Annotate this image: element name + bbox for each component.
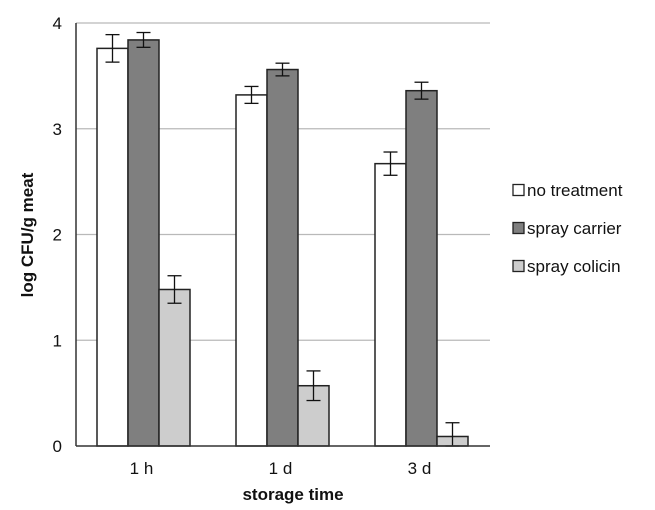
y-tick-label-0: 0 (53, 437, 62, 456)
error-bar-spray-carrier-3-d (414, 81, 429, 100)
error-bar-no-treatment-1-d (244, 85, 259, 105)
error-bar-spray-colicin-1-d (306, 370, 321, 402)
error-bar-spray-carrier-1-h (136, 31, 151, 48)
y-tick-label-3: 3 (53, 120, 62, 139)
legend-item-spray-carrier: spray carrier (512, 219, 622, 238)
bar-spray-carrier-3-d (405, 89, 438, 447)
bar-spray-carrier-1-d (266, 68, 299, 447)
x-tick-label-3-d: 3 d (408, 459, 432, 478)
y-tick-label-4: 4 (53, 14, 62, 33)
error-bar-no-treatment-3-d (383, 151, 398, 176)
bar-spray-colicin-1-h (158, 288, 191, 447)
bar-no-treatment-3-d (374, 162, 407, 447)
y-tick-label-2: 2 (53, 226, 62, 245)
legend-swatch (512, 259, 525, 273)
y-tick-label-1: 1 (53, 331, 62, 350)
bars (96, 39, 469, 447)
bar-no-treatment-1-d (235, 94, 268, 447)
legend-item-no-treatment: no treatment (512, 181, 623, 200)
x-axis-title: storage time (242, 485, 343, 504)
bar-spray-carrier-1-h (127, 39, 160, 447)
legend-item-spray-colicin: spray colicin (512, 257, 621, 276)
tick-labels: 0 1 2 3 4 1 h 1 d 3 d (53, 14, 432, 478)
error-bar-no-treatment-1-h (105, 33, 120, 63)
axes (75, 23, 490, 447)
legend-label: spray carrier (527, 219, 622, 238)
legend-swatch (512, 183, 525, 197)
bar-no-treatment-1-h (96, 47, 129, 447)
x-tick-label-1-h: 1 h (130, 459, 154, 478)
error-bar-spray-carrier-1-d (275, 62, 290, 77)
legend-label: no treatment (527, 181, 623, 200)
error-bar-spray-colicin-1-h (167, 275, 182, 304)
y-axis-title: log CFU/g meat (18, 172, 37, 297)
legend-label: spray colicin (527, 257, 621, 276)
legend-swatch (512, 221, 525, 235)
error-bars (105, 31, 460, 447)
x-tick-label-1-d: 1 d (269, 459, 293, 478)
legend: no treatment spray carrier spray colicin (512, 181, 623, 276)
